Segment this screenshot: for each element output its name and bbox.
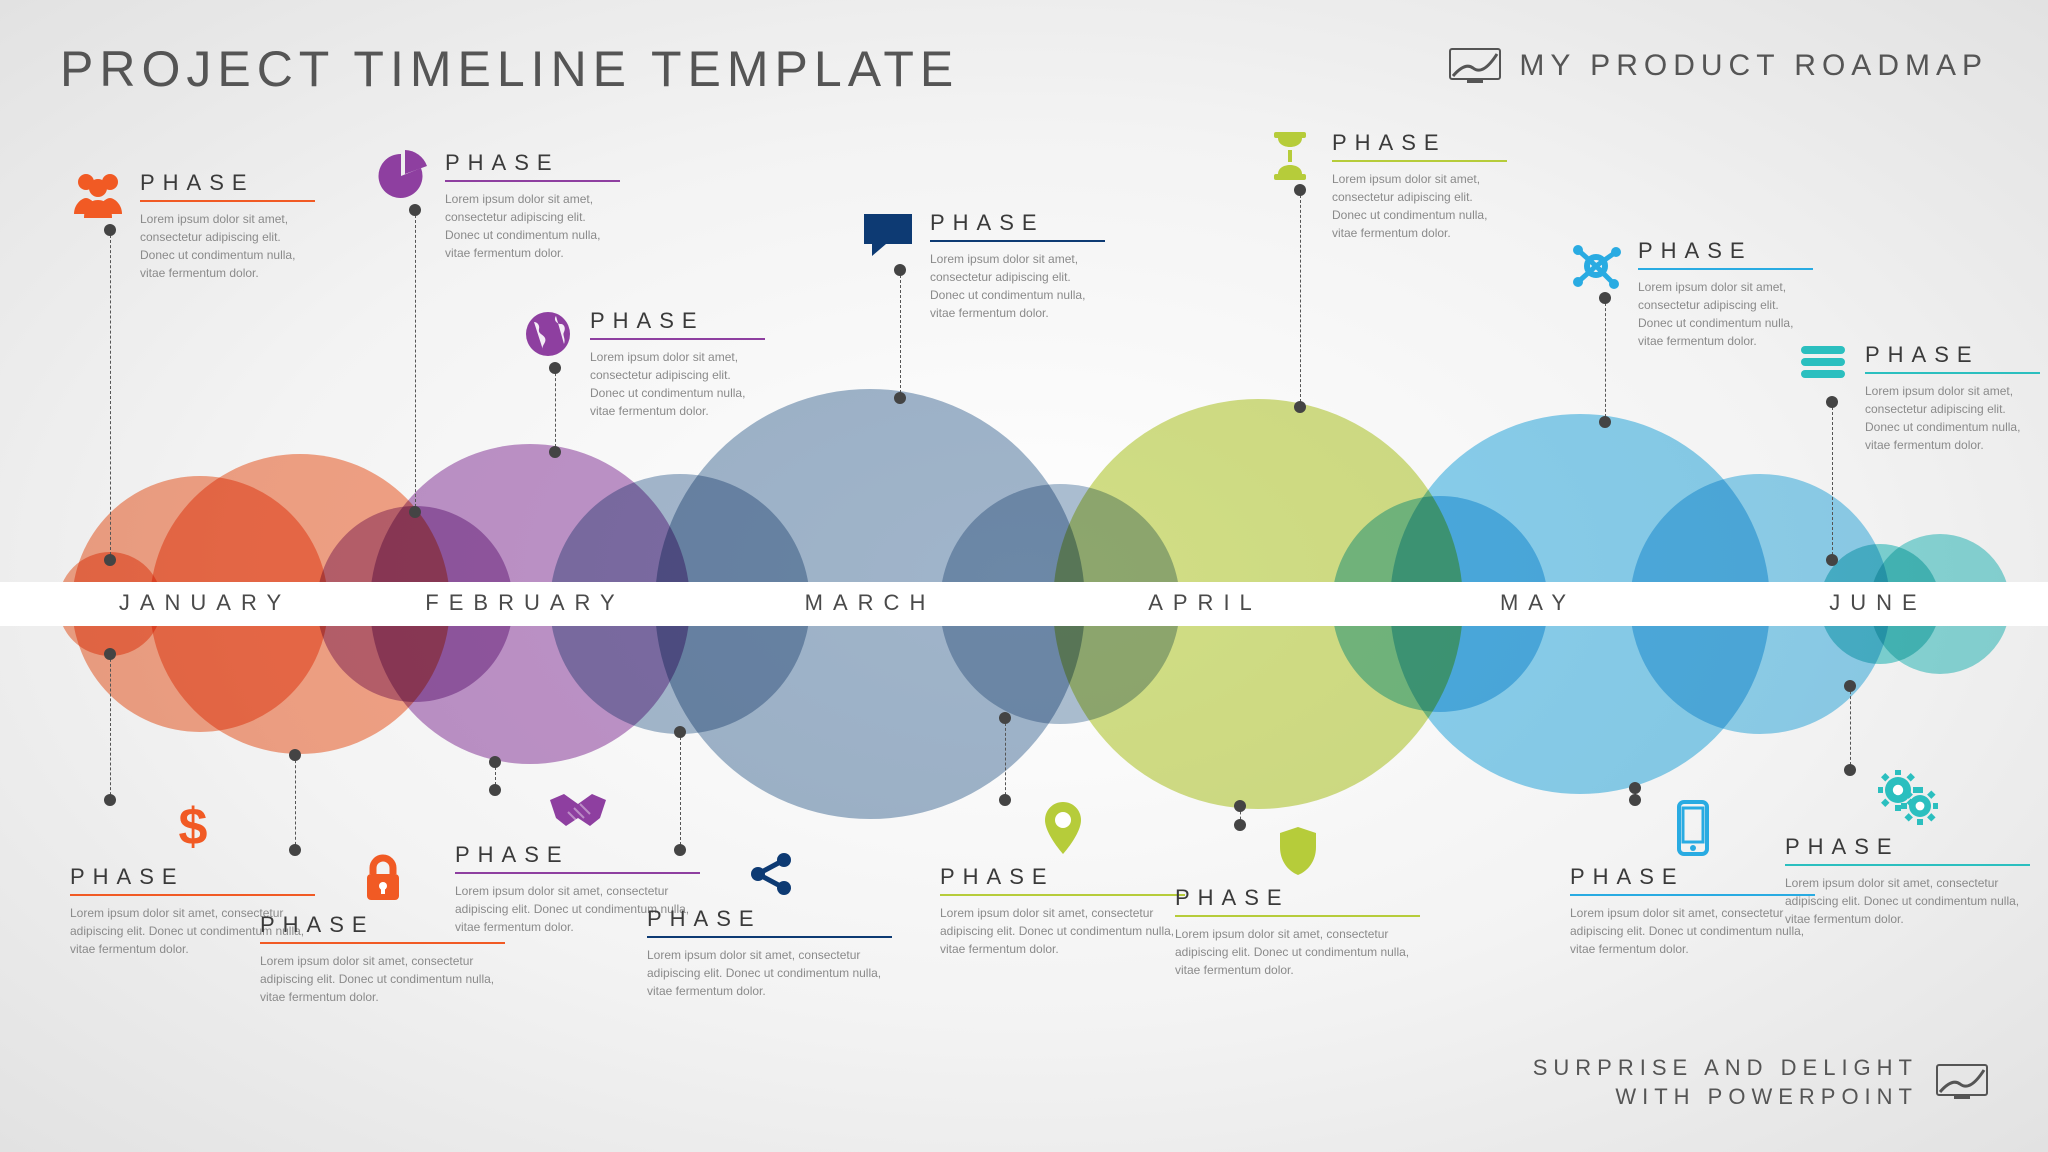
phase-title: PHASE	[140, 170, 315, 202]
footer-line-2: WITH POWERPOINT	[1615, 1082, 1918, 1112]
phase-body: Lorem ipsum dolor sit amet, consectetur …	[647, 946, 892, 1000]
phase-title: PHASE	[1785, 834, 2030, 866]
phase-body: Lorem ipsum dolor sit amet, consectetur …	[1865, 382, 2040, 454]
connector-dot	[1234, 800, 1246, 812]
gears-icon	[1785, 770, 2030, 826]
timeline-axis	[0, 582, 2048, 626]
svg-text:$: $	[178, 800, 207, 856]
hourglass-icon	[1262, 130, 1318, 182]
phase-title: PHASE	[1332, 130, 1507, 162]
menu-icon	[1795, 342, 1851, 382]
phase-body: Lorem ipsum dolor sit amet, consectetur …	[445, 190, 620, 262]
phase-body: Lorem ipsum dolor sit amet, consectetur …	[1332, 170, 1507, 242]
phase-body: Lorem ipsum dolor sit amet, consectetur …	[140, 210, 315, 282]
phase-callout: PHASE Lorem ipsum dolor sit amet, consec…	[1568, 238, 1813, 350]
hub-icon	[1568, 238, 1624, 294]
month-label: FEBRUARY	[425, 590, 624, 616]
connector-dot	[1599, 416, 1611, 428]
globe-icon	[520, 308, 576, 360]
month-label: MARCH	[805, 590, 936, 616]
phase-title: PHASE	[1570, 864, 1815, 896]
connector-dot	[1844, 680, 1856, 692]
phase-callout: PHASE Lorem ipsum dolor sit amet, consec…	[940, 800, 1185, 958]
connector-dot	[1629, 782, 1641, 794]
phase-callout: PHASE Lorem ipsum dolor sit amet, consec…	[860, 210, 1105, 322]
phase-callout: PHASE Lorem ipsum dolor sit amet, consec…	[520, 308, 765, 420]
phase-body: Lorem ipsum dolor sit amet, consectetur …	[260, 952, 505, 1006]
connector-dot	[289, 749, 301, 761]
phase-title: PHASE	[1865, 342, 2040, 374]
phase-callout: PHASE Lorem ipsum dolor sit amet, consec…	[647, 850, 892, 1000]
phase-body: Lorem ipsum dolor sit amet, consectetur …	[1638, 278, 1813, 350]
connector-line	[295, 755, 296, 850]
connector-dot	[549, 446, 561, 458]
connector-line	[1005, 718, 1006, 800]
phase-body: Lorem ipsum dolor sit amet, consectetur …	[940, 904, 1185, 958]
phase-title: PHASE	[445, 150, 620, 182]
phase-title: PHASE	[930, 210, 1105, 242]
handshake-icon	[455, 790, 700, 834]
shield-icon	[1175, 825, 1420, 877]
connector-dot	[409, 506, 421, 518]
phase-title: PHASE	[647, 906, 892, 938]
month-label: MAY	[1500, 590, 1576, 616]
phase-callout: PHASE Lorem ipsum dolor sit amet, consec…	[375, 150, 620, 262]
phase-callout: PHASE Lorem ipsum dolor sit amet, consec…	[70, 170, 315, 282]
phase-callout: PHASE Lorem ipsum dolor sit amet, consec…	[1570, 800, 1815, 958]
connector-line	[1850, 686, 1851, 770]
connector-line	[110, 654, 111, 800]
people-icon	[70, 170, 126, 218]
chat-icon	[860, 210, 916, 258]
footer-logo-icon	[1936, 1064, 1988, 1100]
month-label: APRIL	[1148, 590, 1262, 616]
footer-block: SURPRISE AND DELIGHT WITH POWERPOINT	[1533, 1053, 1988, 1112]
connector-line	[680, 732, 681, 850]
brand-block: MY PRODUCT ROADMAP	[1449, 48, 1988, 84]
month-label: JANUARY	[119, 590, 291, 616]
phase-callout: PHASE Lorem ipsum dolor sit amet, consec…	[1175, 825, 1420, 979]
phase-body: Lorem ipsum dolor sit amet, consectetur …	[1570, 904, 1815, 958]
phone-icon	[1570, 800, 1815, 856]
phase-title: PHASE	[590, 308, 765, 340]
month-label: JUNE	[1829, 590, 1926, 616]
footer-line-1: SURPRISE AND DELIGHT	[1533, 1053, 1918, 1083]
phase-body: Lorem ipsum dolor sit amet, consectetur …	[930, 250, 1105, 322]
brand-logo-icon	[1449, 48, 1501, 84]
connector-dot	[104, 648, 116, 660]
connector-dot	[1826, 554, 1838, 566]
phase-body: Lorem ipsum dolor sit amet, consectetur …	[1785, 874, 2030, 928]
dollar-icon: $	[70, 800, 315, 856]
pie-icon	[375, 150, 431, 202]
phase-title: PHASE	[940, 864, 1185, 896]
page-title: PROJECT TIMELINE TEMPLATE	[60, 40, 959, 98]
connector-dot	[489, 756, 501, 768]
connector-dot	[104, 554, 116, 566]
phase-callout: PHASE Lorem ipsum dolor sit amet, consec…	[1785, 770, 2030, 928]
phase-body: Lorem ipsum dolor sit amet, consectetur …	[1175, 925, 1420, 979]
connector-dot	[894, 392, 906, 404]
share-icon	[647, 850, 892, 898]
phase-title: PHASE	[1638, 238, 1813, 270]
pin-icon	[940, 800, 1185, 856]
phase-callout: PHASE Lorem ipsum dolor sit amet, consec…	[1262, 130, 1507, 242]
phase-callout: PHASE Lorem ipsum dolor sit amet, consec…	[1795, 342, 2040, 454]
connector-dot	[999, 712, 1011, 724]
connector-dot	[674, 726, 686, 738]
phase-body: Lorem ipsum dolor sit amet, consectetur …	[590, 348, 765, 420]
brand-text: MY PRODUCT ROADMAP	[1519, 49, 1988, 83]
connector-dot	[1294, 401, 1306, 413]
phase-title: PHASE	[1175, 885, 1420, 917]
